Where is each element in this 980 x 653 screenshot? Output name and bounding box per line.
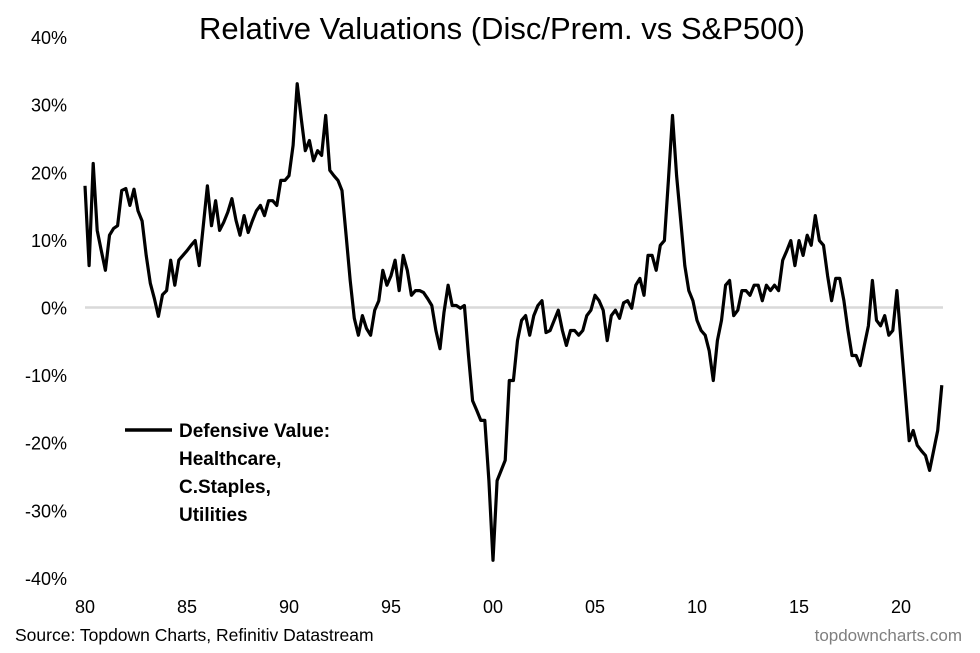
y-tick-label: 40% xyxy=(31,28,67,48)
y-tick-label: 20% xyxy=(31,163,67,183)
x-tick-label: 10 xyxy=(687,597,707,617)
y-tick-label: -40% xyxy=(25,569,67,589)
y-tick-label: -20% xyxy=(25,434,67,454)
x-tick-label: 85 xyxy=(177,597,197,617)
x-tick-label: 15 xyxy=(789,597,809,617)
y-axis: 40% 30% 20% 10% 0% -10% -20% -30% -40% xyxy=(25,28,67,589)
legend: Defensive Value: Healthcare, C.Staples, … xyxy=(125,421,330,526)
y-tick-label: 30% xyxy=(31,96,67,116)
chart-title: Relative Valuations (Disc/Prem. vs S&P50… xyxy=(199,11,805,46)
x-tick-label: 95 xyxy=(381,597,401,617)
y-tick-label: 0% xyxy=(41,299,67,319)
y-tick-label: -30% xyxy=(25,501,67,521)
x-tick-label: 20 xyxy=(891,597,911,617)
series-line-defensive-value xyxy=(83,82,944,562)
legend-line-2: Healthcare, xyxy=(179,449,281,470)
x-tick-label: 05 xyxy=(585,597,605,617)
x-tick-label: 90 xyxy=(279,597,299,617)
legend-line-4: Utilities xyxy=(179,505,248,526)
legend-line-3: C.Staples, xyxy=(179,477,271,498)
x-axis: 80 85 90 95 00 05 10 15 20 xyxy=(75,597,911,617)
x-tick-label: 00 xyxy=(483,597,503,617)
x-tick-label: 80 xyxy=(75,597,95,617)
brand-watermark: topdowncharts.com xyxy=(815,626,962,645)
legend-line-1: Defensive Value: xyxy=(179,421,330,442)
y-tick-label: -10% xyxy=(25,366,67,386)
y-tick-label: 10% xyxy=(31,231,67,251)
source-note: Source: Topdown Charts, Refinitiv Datast… xyxy=(15,625,374,645)
